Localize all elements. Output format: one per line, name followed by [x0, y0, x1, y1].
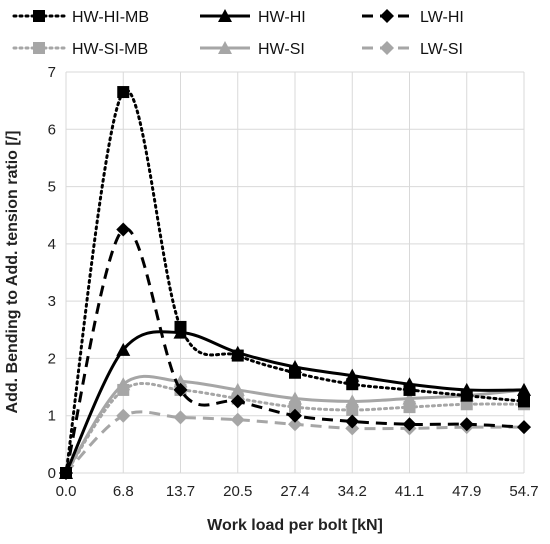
data-point — [288, 391, 302, 405]
data-point — [288, 408, 302, 423]
series-layer — [59, 86, 531, 480]
x-axis-title: Work load per bolt [kN] — [207, 517, 383, 534]
y-tick-label: 0 — [48, 465, 56, 482]
y-tick-label: 7 — [48, 64, 56, 81]
data-point — [517, 382, 531, 396]
data-point — [230, 394, 245, 409]
x-tick-label: 54.7 — [509, 483, 538, 500]
y-tick-label: 1 — [48, 408, 56, 425]
data-point — [288, 360, 302, 374]
data-point — [230, 345, 245, 359]
data-point — [345, 368, 360, 382]
data-point — [59, 466, 73, 480]
legend-label: HW-HI-MB — [72, 9, 149, 26]
data-point — [116, 408, 131, 423]
series-lw-hi — [59, 222, 531, 480]
legend-item: HW-HI-MB — [12, 9, 149, 26]
y-tick-label: 2 — [48, 350, 56, 367]
legend-label: LW-HI — [420, 9, 464, 26]
data-point — [230, 382, 245, 396]
x-tick-label: 6.8 — [113, 483, 134, 500]
legend-marker — [218, 9, 232, 22]
legend-item: HW-HI — [200, 9, 306, 26]
data-point — [518, 395, 530, 408]
data-point — [402, 391, 417, 405]
data-point — [345, 394, 360, 408]
legend-label: HW-HI — [258, 9, 306, 26]
legend-label: LW-SI — [420, 41, 463, 58]
legend-marker — [380, 9, 394, 23]
legend-item: LW-SI — [362, 41, 463, 58]
y-tick-label: 4 — [48, 236, 56, 253]
data-point — [116, 377, 131, 391]
x-tick-label: 0.0 — [56, 483, 77, 500]
data-point — [117, 86, 130, 99]
data-point — [173, 382, 188, 397]
x-tick-label: 27.4 — [280, 483, 309, 500]
data-point — [459, 382, 474, 396]
x-tick-label: 47.9 — [452, 483, 481, 500]
data-point — [517, 420, 531, 435]
data-point — [173, 410, 188, 425]
legend-item: HW-SI — [200, 41, 305, 58]
legend-item: LW-HI — [362, 9, 464, 26]
y-tick-label: 3 — [48, 293, 56, 310]
legend-item: HW-SI-MB — [12, 41, 148, 58]
legend-marker — [218, 41, 232, 54]
data-point — [230, 412, 245, 427]
data-point — [288, 417, 302, 432]
y-tick-label: 6 — [48, 121, 56, 138]
data-point — [116, 222, 131, 237]
legend: HW-HI-MB HW-HI LW-HI HW-SI-MB HW-SI LW-SI — [12, 9, 464, 58]
data-point — [402, 417, 417, 432]
legend-label: HW-SI — [258, 41, 305, 58]
data-point — [402, 377, 417, 391]
x-tick-label: 13.7 — [166, 483, 195, 500]
x-tick-label: 41.1 — [395, 483, 424, 500]
legend-marker — [33, 10, 45, 22]
y-tick-label: 5 — [48, 179, 56, 196]
data-point — [173, 325, 188, 339]
axis-ticks: 0 1 2 3 4 5 6 7 0.0 6.8 13.7 20.5 27.4 34.2 41.1 47.9 54… — [48, 64, 539, 500]
legend-marker — [380, 41, 394, 55]
legend-marker — [33, 42, 45, 54]
x-tick-label: 34.2 — [338, 483, 367, 500]
data-point — [116, 342, 131, 356]
data-point — [345, 414, 360, 429]
data-point — [459, 417, 474, 432]
y-axis-title: Add. Bending to Add. tension ratio [/] — [4, 131, 21, 414]
legend-label: HW-SI-MB — [72, 41, 148, 58]
x-tick-label: 20.5 — [223, 483, 252, 500]
